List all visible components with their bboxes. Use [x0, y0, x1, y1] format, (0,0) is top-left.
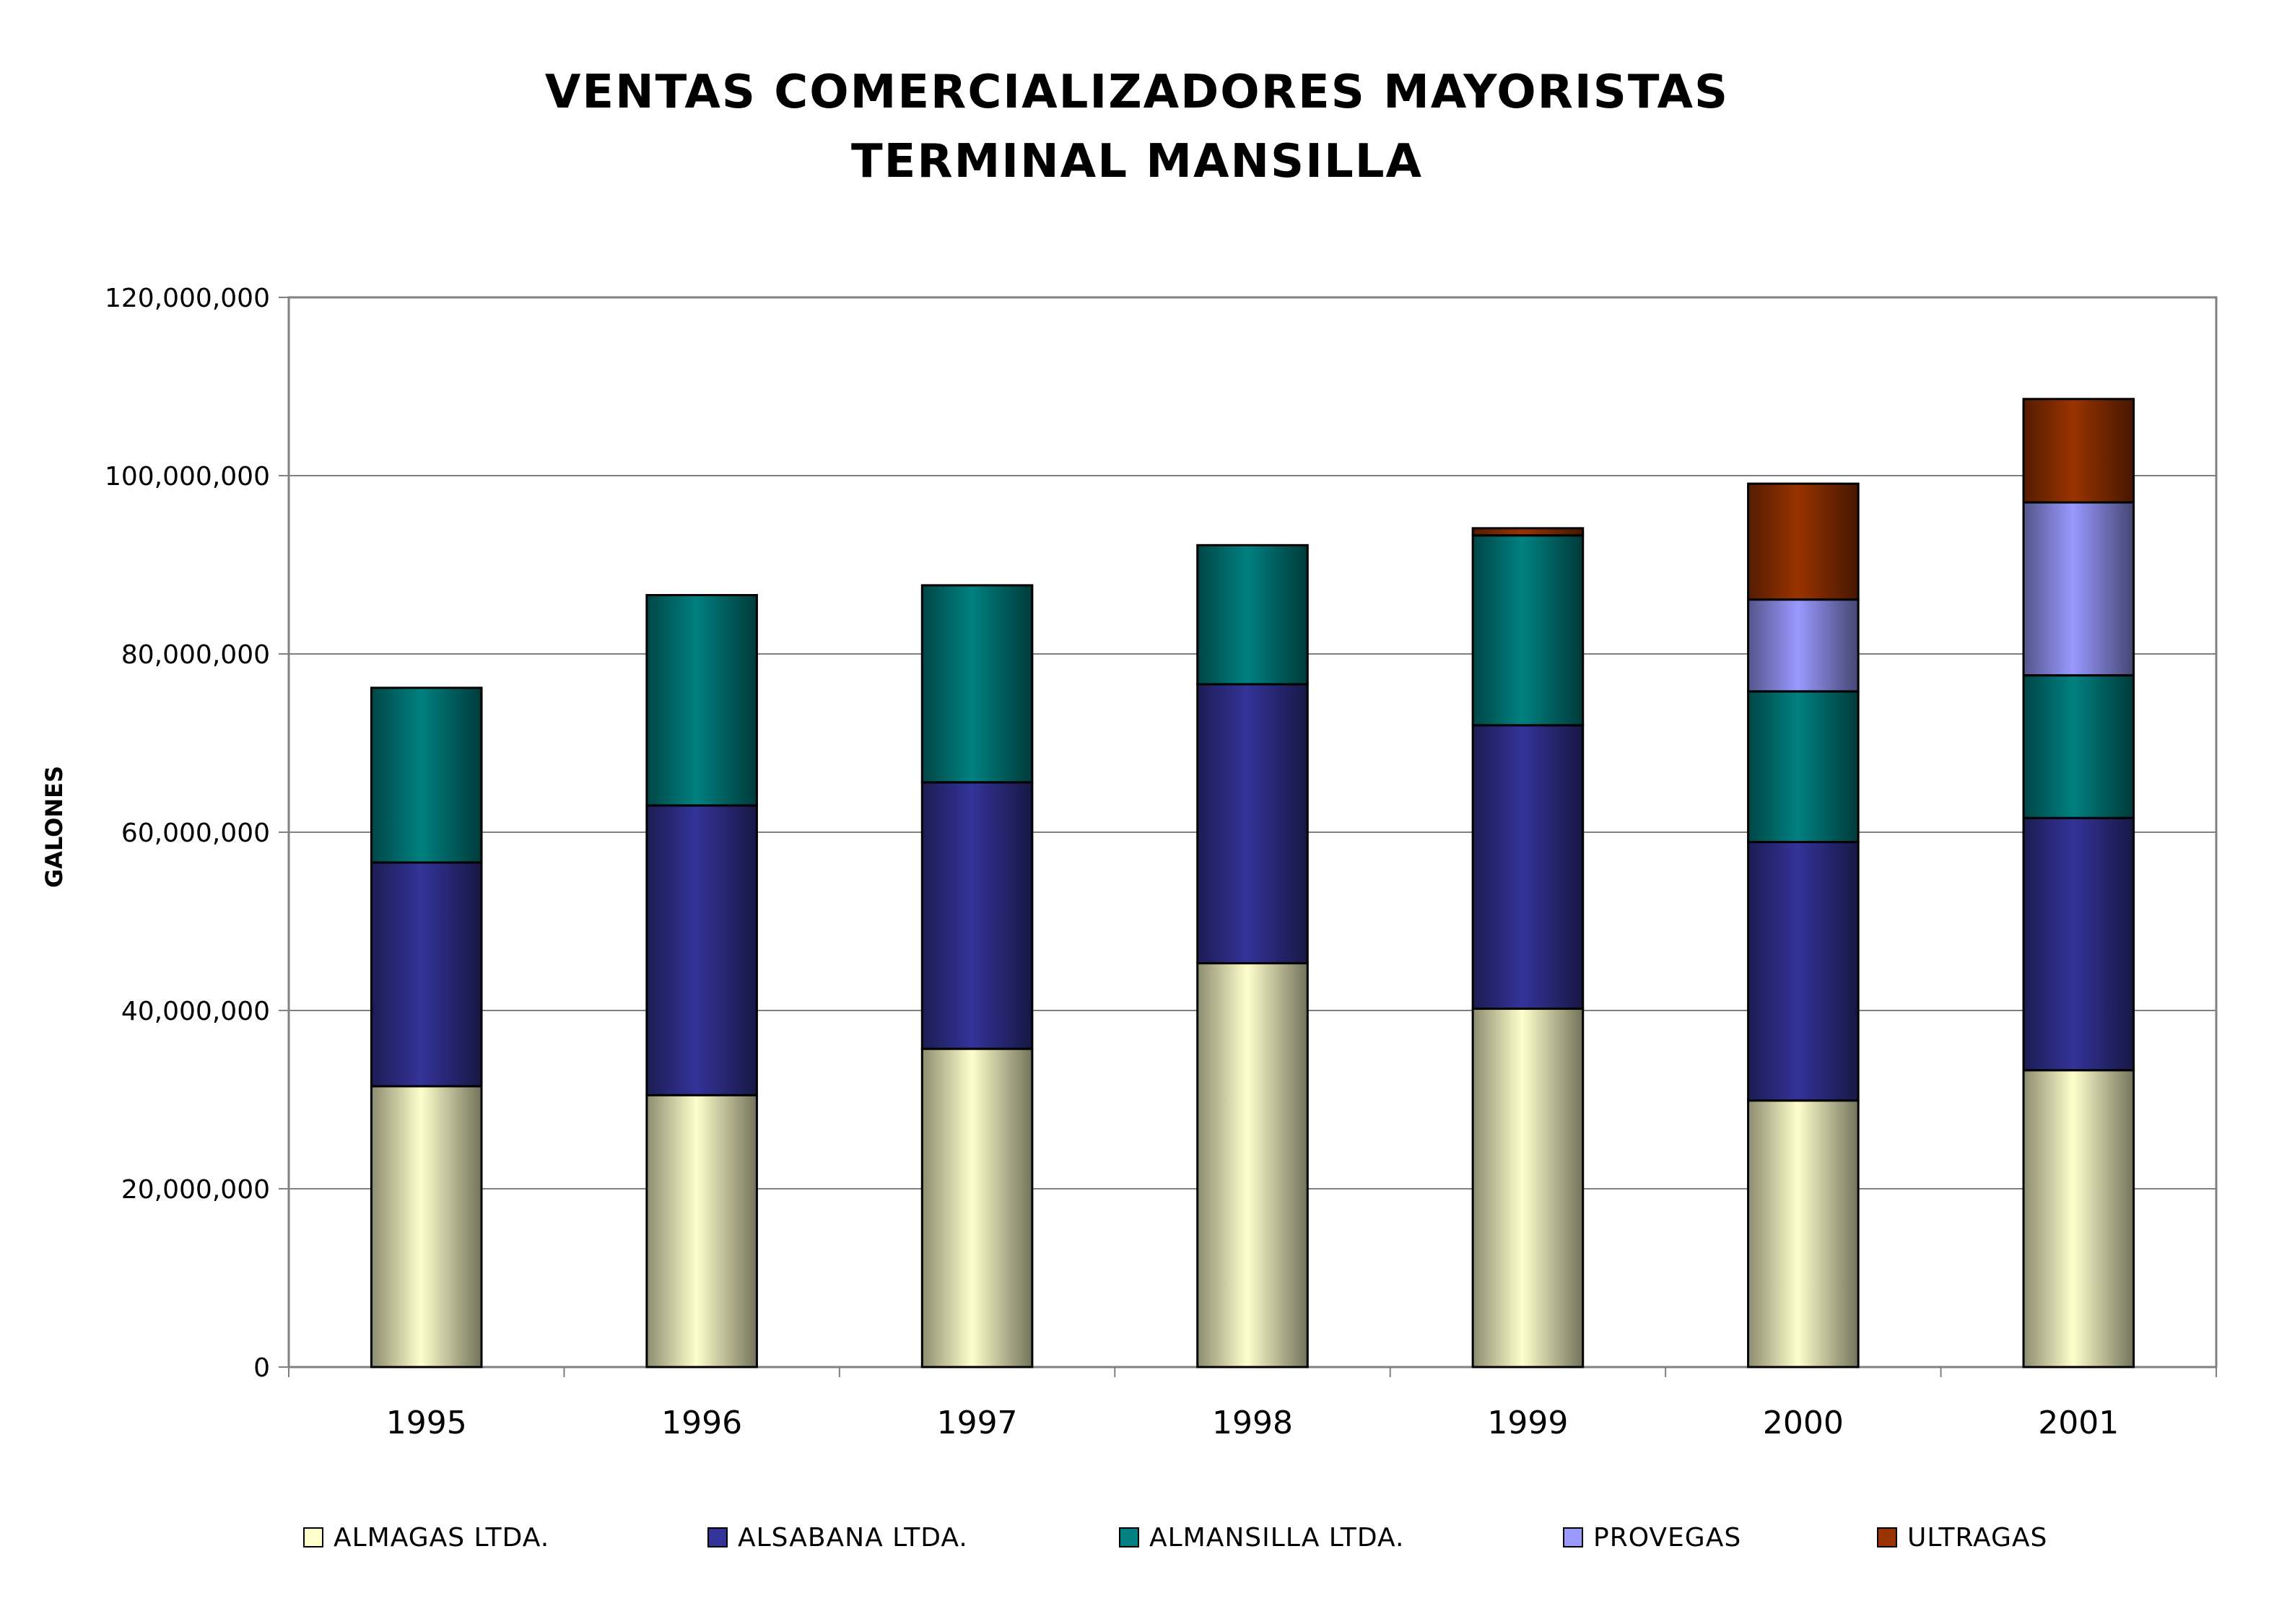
chart-title-line-1: VENTAS COMERCIALIZADORES MAYORISTAS [544, 66, 1730, 119]
axis-labels: 0 20,000,000 40,000,000 60,000,000 80,000,00… [105, 284, 2119, 1441]
x-tick-label: 2000 [1763, 1405, 1844, 1441]
y-tick-label: 80,000,000 [121, 640, 270, 670]
legend-label: ULTRAGAS [1907, 1522, 2048, 1553]
legend-swatch [1563, 1527, 1583, 1547]
bar-segment-almansilla-ltda-2001 [2022, 674, 2135, 819]
bar-segment-almagas-ltda-1995 [370, 1085, 483, 1368]
y-tick-label: 100,000,000 [105, 462, 270, 492]
legend-item: PROVEGAS [1563, 1516, 1741, 1559]
y-axis-title: GALONES [40, 766, 68, 888]
legend-item: ALSABANA LTDA. [707, 1516, 968, 1559]
legend-swatch [707, 1527, 728, 1547]
bar-segment-almansilla-ltda-1996 [645, 593, 758, 807]
legend-label: ALMANSILLA LTDA. [1149, 1522, 1405, 1553]
bar-segment-alsabana-ltda-2001 [2022, 816, 2135, 1072]
legend-label: ALMAGAS LTDA. [334, 1522, 550, 1553]
bar-segment-provegas-2001 [2022, 501, 2135, 677]
bar-segment-alsabana-ltda-1996 [645, 804, 758, 1096]
bar-segment-alsabana-ltda-2000 [1747, 841, 1860, 1102]
legend-label: PROVEGAS [1593, 1522, 1742, 1553]
legend-swatch [303, 1527, 323, 1547]
x-tick-label: 1999 [1487, 1405, 1568, 1441]
legend-swatch [1877, 1527, 1897, 1547]
bar-segment-almansilla-ltda-1998 [1196, 543, 1309, 686]
y-tick-label: 40,000,000 [121, 997, 270, 1026]
y-tick-label: 60,000,000 [121, 818, 270, 848]
bar-segment-ultragas-2001 [2022, 398, 2135, 504]
y-tick-label: 120,000,000 [105, 284, 270, 313]
y-tick-label: 20,000,000 [121, 1175, 270, 1205]
bar-segment-almansilla-ltda-1995 [370, 686, 483, 864]
bar-segment-almagas-ltda-2001 [2022, 1069, 2135, 1368]
y-tick-label: 0 [253, 1353, 270, 1383]
bar-segment-almansilla-ltda-2000 [1747, 690, 1860, 844]
bar-segment-almansilla-ltda-1999 [1471, 534, 1585, 727]
bar-segment-almagas-ltda-1997 [920, 1047, 1034, 1368]
bars [370, 398, 2135, 1368]
bar-segment-provegas-2000 [1747, 598, 1860, 693]
bar-segment-ultragas-1999 [1471, 527, 1585, 537]
x-tick-label: 2001 [2038, 1405, 2119, 1441]
bar-segment-alsabana-ltda-1997 [920, 781, 1034, 1050]
bar-segment-alsabana-ltda-1995 [370, 861, 483, 1088]
bar-segment-ultragas-2000 [1747, 482, 1860, 601]
legend-item: ALMAGAS LTDA. [303, 1516, 549, 1559]
bar-segment-almansilla-ltda-1997 [920, 584, 1034, 784]
bar-segment-alsabana-ltda-1998 [1196, 683, 1309, 965]
legend-item: ALMANSILLA LTDA. [1119, 1516, 1404, 1559]
chart-title-line-2: TERMINAL MANSILLA [850, 135, 1424, 188]
bar-segment-almagas-ltda-1996 [645, 1093, 758, 1368]
bar-segment-almagas-ltda-1998 [1196, 962, 1309, 1368]
legend-label: ALSABANA LTDA. [738, 1522, 968, 1553]
legend: ALMAGAS LTDA. ALSABANA LTDA. ALMANSILLA LT… [303, 1516, 2108, 1559]
bar-segment-alsabana-ltda-1999 [1471, 724, 1585, 1010]
legend-swatch [1119, 1527, 1139, 1547]
legend-item: ULTRAGAS [1877, 1516, 2047, 1559]
x-tick-label: 1998 [1212, 1405, 1293, 1441]
chart-title: VENTAS COMERCIALIZADORES MAYORISTAS TERM… [0, 58, 2274, 196]
bar-segment-almagas-ltda-2000 [1747, 1099, 1860, 1368]
x-tick-label: 1995 [386, 1405, 467, 1441]
bar-segment-almagas-ltda-1999 [1471, 1008, 1585, 1368]
x-tick-label: 1997 [937, 1405, 1018, 1441]
x-tick-label: 1996 [661, 1405, 742, 1441]
